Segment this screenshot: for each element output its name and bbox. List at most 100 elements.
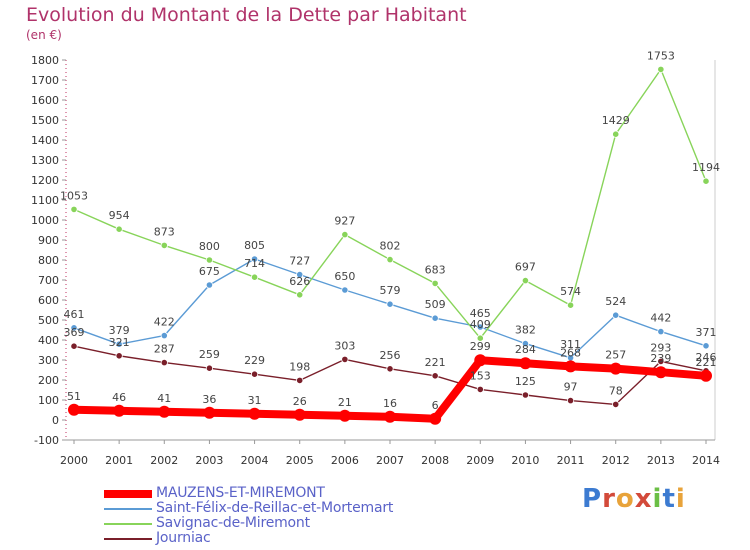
data-point [203,406,216,419]
x-tick-label: 2004 [241,454,269,467]
data-label: 268 [560,346,581,359]
data-point [609,362,622,375]
data-point [657,65,665,74]
data-point [70,324,78,332]
data-label: 287 [154,343,175,356]
data-point [566,396,575,405]
data-point [519,357,532,370]
data-point [476,323,484,331]
data-label: 125 [515,375,536,388]
data-label: 293 [650,341,671,354]
data-point [566,301,575,309]
legend-label: Saint-Félix-de-Reillac-et-Mortemart [156,500,394,516]
data-label: 259 [199,348,220,361]
y-tick-label: 1000 [31,214,59,227]
data-label: 321 [109,336,130,349]
data-label: 1053 [60,189,88,202]
y-tick-label: 700 [38,274,59,287]
proxiti-logo: Proxiti [582,484,686,514]
data-label: 257 [605,349,626,362]
data-label: 221 [696,356,717,369]
chart-title: Evolution du Montant de la Dette par Hab… [26,4,467,26]
data-point [70,205,78,213]
data-point [296,291,304,299]
data-label: 46 [112,391,126,404]
data-point [250,370,259,378]
y-tick-label: 1100 [31,194,59,207]
data-point [386,255,394,264]
data-label: 727 [289,255,310,268]
y-tick-label: 1800 [31,54,59,67]
data-label: 21 [338,396,352,409]
data-point [113,404,126,417]
data-point [341,231,349,239]
data-label: 6 [432,399,439,412]
y-tick-label: 900 [38,234,59,247]
data-label: 675 [199,265,220,278]
data-label: 239 [650,352,671,365]
x-tick-label: 2013 [647,454,675,467]
y-tick-label: 1200 [31,174,59,187]
y-tick-label: 500 [38,314,59,327]
legend-label: MAUZENS-ET-MIREMONT [156,485,325,501]
data-point [386,300,394,308]
data-point [293,408,306,421]
data-point [248,407,261,420]
chart-data-labels: 461 379 422 675 805 727 650 579 509 465 382 311 524 4… [60,49,720,411]
data-label: 409 [470,318,491,331]
data-label: 574 [560,285,581,298]
data-point [386,365,394,373]
data-point [476,334,484,342]
data-label: 41 [157,392,171,405]
data-point [702,177,710,185]
data-point [205,281,214,289]
chart-axes: -100 0 100 200 300 400 500 600 700 800 900 1000 1100… [31,54,720,467]
data-label: 650 [334,270,355,283]
data-point [521,276,530,285]
data-point [205,256,214,264]
data-point [431,279,439,287]
data-point [68,403,80,416]
y-tick-label: 0 [52,414,59,427]
data-label: 697 [515,261,536,274]
data-point [612,400,620,408]
data-label: 31 [248,394,262,407]
data-label: 927 [334,215,355,228]
data-label: 379 [109,324,130,337]
data-point [474,354,487,367]
y-tick-label: 100 [38,394,59,407]
x-tick-label: 2005 [286,454,314,467]
x-tick-label: 2014 [692,454,720,467]
data-label: 509 [425,298,446,311]
x-tick-label: 2008 [421,454,449,467]
data-label: 800 [199,240,220,253]
data-label: 461 [64,308,85,321]
x-tick-label: 2009 [466,454,494,467]
y-tick-label: 1700 [31,74,59,87]
data-label: 802 [380,240,401,253]
unit-label: (en €) [26,28,62,42]
data-label: 97 [564,381,578,394]
data-label: 805 [244,239,265,252]
data-point [384,410,396,423]
data-label: 371 [696,326,717,339]
data-point [115,225,123,233]
y-tick-label: -100 [34,434,59,447]
data-label: 873 [154,225,175,238]
y-tick-label: 600 [38,294,59,307]
data-label: 16 [383,397,397,410]
data-point [657,327,665,336]
x-tick-label: 2006 [331,454,359,467]
data-point [521,339,530,348]
data-label: 1753 [647,49,675,62]
data-point [250,273,259,281]
data-label: 36 [202,393,216,406]
legend-swatch [104,508,152,510]
legend-swatch [104,490,152,498]
data-label: 422 [154,316,175,329]
data-point [296,270,304,279]
data-point [115,340,123,348]
data-point [429,412,442,425]
x-tick-label: 2003 [195,454,223,467]
